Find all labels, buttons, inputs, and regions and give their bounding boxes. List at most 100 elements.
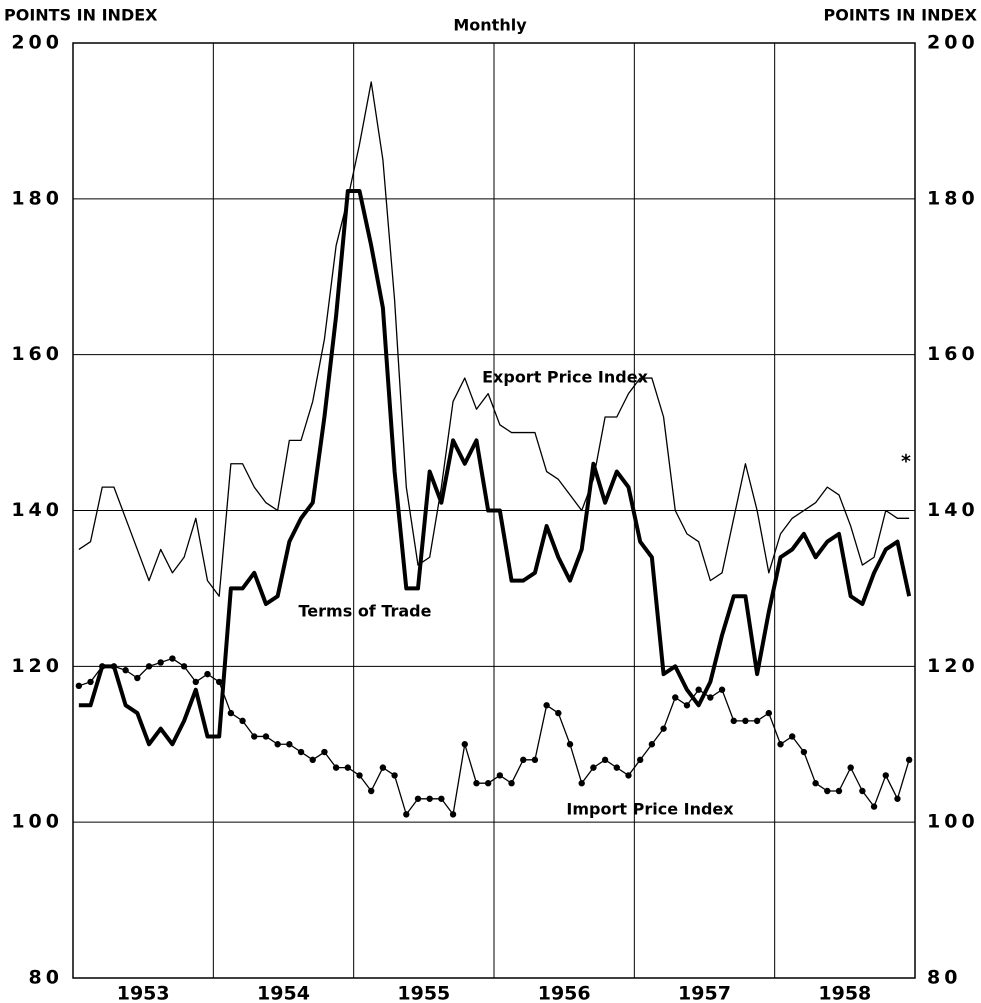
series-marker (777, 741, 784, 748)
series-marker (870, 803, 878, 810)
series-marker (520, 756, 527, 764)
series-marker (613, 764, 620, 771)
series-marker (753, 717, 761, 725)
series-marker (356, 772, 363, 779)
y2-tick-label: 80 (927, 967, 961, 989)
series-marker (660, 725, 667, 732)
x-tick-label: 1953 (117, 983, 170, 1003)
series-marker (859, 787, 866, 795)
annotation: Export Price Index (482, 368, 648, 387)
series-marker (812, 780, 819, 787)
y2-axis-label: POINTS IN INDEX (824, 6, 978, 25)
series-marker (204, 670, 211, 678)
y-tick-label: 120 (11, 655, 63, 677)
series-marker (461, 741, 468, 748)
series-marker (426, 795, 433, 802)
series-marker (239, 717, 246, 725)
series-marker (110, 663, 118, 670)
series-marker (414, 795, 422, 802)
series-marker (192, 678, 199, 686)
x-tick-label: 1956 (538, 983, 591, 1003)
series-marker (789, 733, 796, 740)
series-marker (824, 787, 831, 795)
series-marker (122, 667, 129, 674)
series-marker (145, 663, 153, 670)
series-marker (894, 795, 901, 802)
series-marker (672, 694, 679, 701)
series-marker (169, 655, 176, 662)
x-tick-label: 1958 (818, 983, 871, 1003)
series-marker (344, 764, 352, 771)
series-marker (473, 780, 480, 787)
series-marker (251, 733, 258, 740)
series-marker (695, 686, 702, 693)
series-marker (835, 787, 843, 795)
x-tick-label: 1955 (397, 983, 450, 1003)
annotation: * (901, 451, 911, 473)
series-marker (286, 741, 293, 748)
series-marker (531, 756, 539, 764)
series-marker (332, 764, 340, 771)
series-marker (438, 795, 445, 802)
series-marker (601, 756, 609, 764)
series-marker (297, 748, 305, 756)
x-tick-label: 1957 (678, 983, 731, 1003)
series-marker (496, 772, 504, 779)
y2-tick-label: 180 (927, 187, 979, 209)
series-marker (87, 678, 94, 686)
series-line (78, 189, 912, 747)
series-marker (543, 702, 550, 709)
series-marker (730, 717, 737, 725)
series-marker (321, 748, 328, 756)
x-tick-label: 1954 (257, 983, 310, 1003)
series-marker (636, 756, 644, 764)
series-marker (157, 659, 164, 666)
series-marker (847, 764, 854, 771)
series-marker (75, 682, 83, 690)
series-marker (274, 741, 281, 748)
series-marker (578, 780, 585, 787)
y-axis-label: POINTS IN INDEX (4, 6, 158, 25)
series-marker (555, 709, 562, 717)
series-marker (683, 702, 691, 709)
series-marker (227, 709, 235, 717)
series-marker (484, 780, 492, 787)
y-tick-label: 200 (11, 32, 63, 54)
annotation: Terms of Trade (299, 602, 432, 621)
series-marker (309, 756, 316, 764)
y2-tick-label: 100 (927, 811, 979, 833)
series-marker (262, 733, 270, 740)
annotation: Import Price Index (566, 800, 734, 819)
series-marker (508, 780, 515, 787)
chart-title: Monthly (453, 16, 527, 35)
y2-tick-label: 120 (927, 655, 979, 677)
series-marker (742, 717, 749, 725)
series-marker (765, 709, 773, 717)
series-marker (99, 663, 106, 670)
series-marker (449, 811, 457, 818)
y-tick-label: 100 (11, 811, 63, 833)
y-tick-label: 180 (11, 187, 63, 209)
y2-tick-label: 200 (927, 32, 979, 54)
y-tick-label: 140 (11, 499, 63, 521)
y2-tick-label: 160 (927, 343, 979, 365)
series-marker (625, 772, 632, 779)
y-tick-label: 80 (29, 967, 63, 989)
y2-tick-label: 140 (927, 499, 979, 521)
series-marker (566, 741, 574, 748)
series-marker (882, 772, 889, 779)
series-marker (800, 748, 808, 756)
series-marker (391, 772, 398, 779)
series-marker (707, 694, 714, 701)
series-marker (215, 678, 223, 686)
series-marker (718, 686, 726, 693)
series-marker (403, 811, 410, 818)
series-marker (180, 663, 188, 670)
series-marker (368, 787, 375, 795)
series-marker (590, 764, 597, 771)
series-marker (379, 764, 387, 771)
series-marker (905, 756, 913, 764)
series-marker (648, 741, 656, 748)
series-marker (134, 674, 141, 682)
